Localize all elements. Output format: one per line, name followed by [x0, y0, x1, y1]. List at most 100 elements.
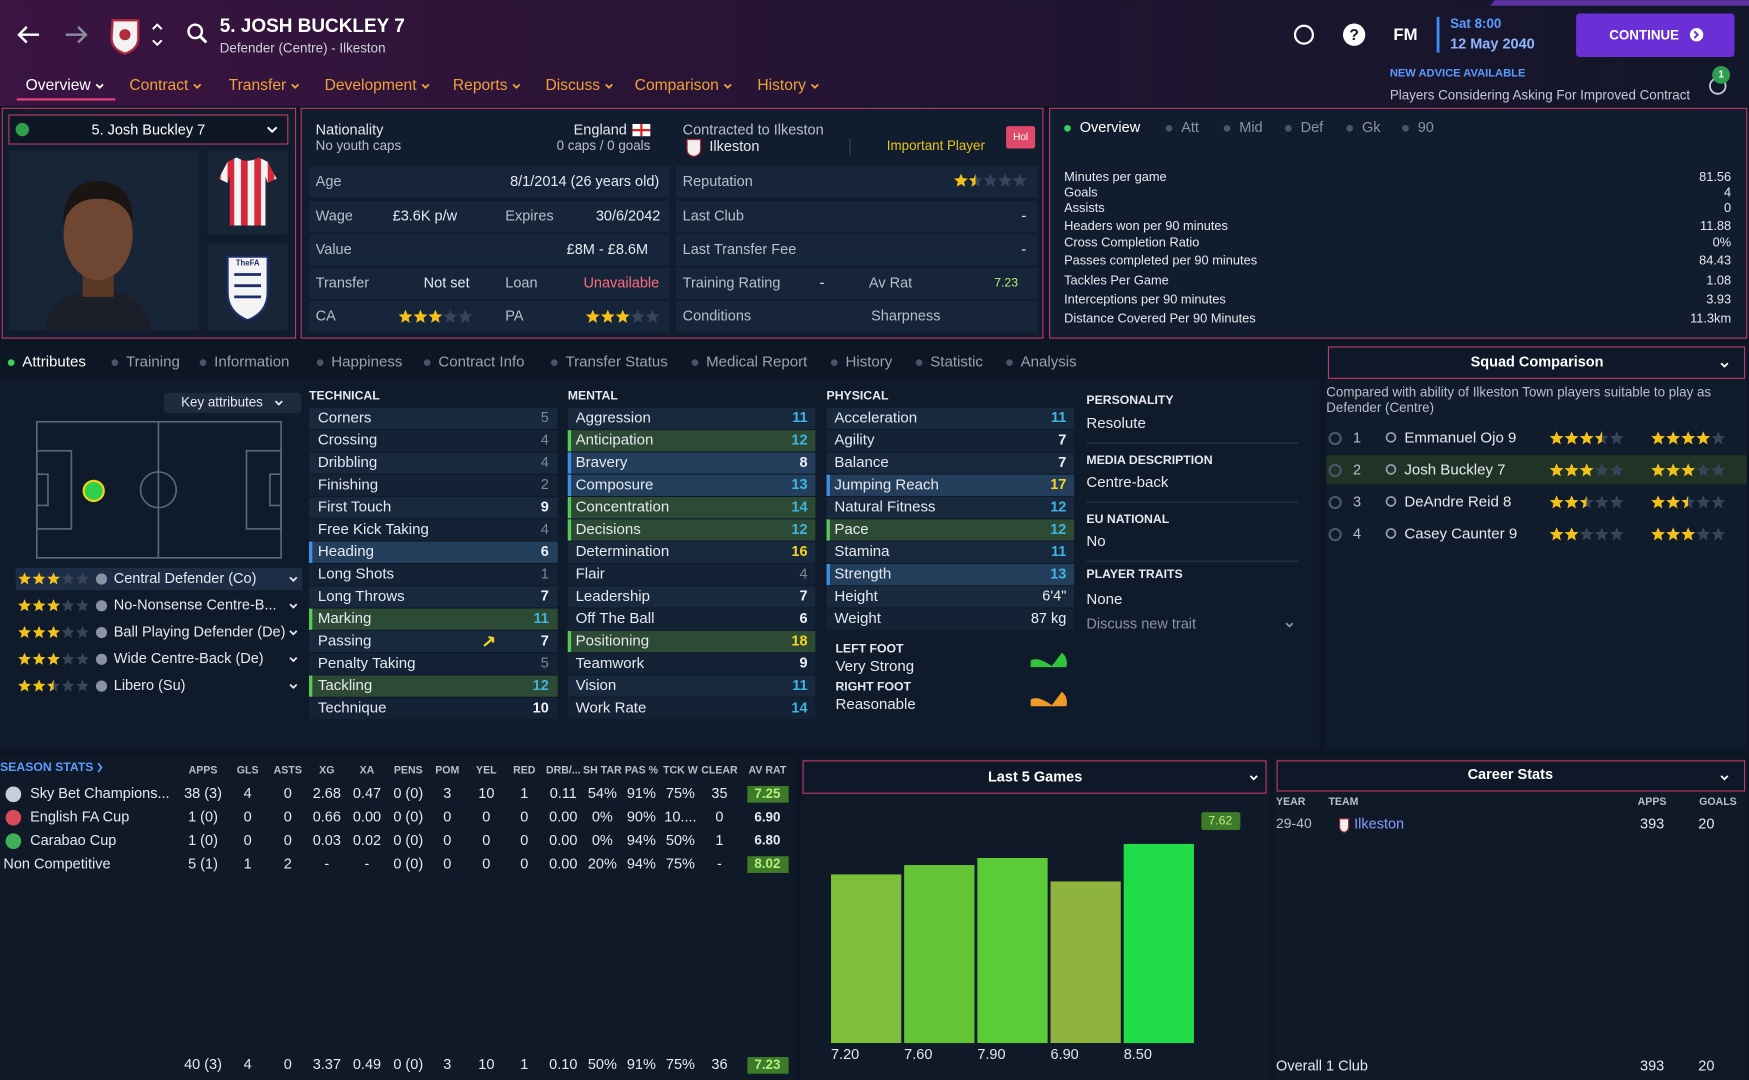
attribute-name: Anticipation	[576, 432, 654, 449]
chart-title[interactable]: Last 5 Games	[988, 769, 1082, 785]
squad-header[interactable]	[1327, 346, 1746, 379]
star	[1651, 527, 1666, 541]
tab-dot	[316, 359, 324, 366]
stat-cell: 0	[520, 810, 528, 826]
attribute-tab[interactable]: Analysis	[1021, 354, 1077, 371]
competition[interactable]: English FA Cup	[30, 810, 129, 826]
squad-player[interactable]: Emmanuel Ojo 9	[1404, 429, 1516, 446]
attribute-tab[interactable]: Training	[126, 354, 180, 371]
help-button[interactable]	[1342, 23, 1366, 46]
back-button[interactable]	[17, 26, 40, 44]
attribute-value: 6	[799, 611, 807, 627]
attribute-value: 4	[541, 433, 549, 449]
nav-tab[interactable]: Comparison	[635, 77, 719, 94]
stat-label: Distance Covered Per 90 Minutes	[1064, 311, 1256, 326]
stat-value: 3.93	[1706, 292, 1731, 307]
competition[interactable]: Carabao Cup	[30, 833, 116, 849]
label[interactable]: Discuss new trait	[1086, 617, 1196, 633]
star	[61, 652, 75, 665]
detail-value: England	[574, 122, 627, 138]
squad-player[interactable]: Josh Buckley 7	[1404, 461, 1505, 478]
career-title[interactable]: Career Stats	[1468, 767, 1553, 783]
bar	[1050, 881, 1121, 1044]
stats-tab[interactable]: Gk	[1362, 120, 1381, 136]
key-attributes-text[interactable]: Key attributes	[181, 394, 263, 409]
search-icon[interactable]	[187, 23, 204, 40]
attribute-tab[interactable]: History	[845, 354, 892, 371]
attribute-tab[interactable]: Happiness	[331, 354, 402, 371]
help-text[interactable]: ?	[1349, 27, 1359, 44]
key-attributes-button[interactable]	[163, 392, 302, 413]
detail-label: PA	[505, 309, 524, 325]
detail-label: Expires	[505, 208, 553, 224]
forward-button[interactable]	[65, 26, 88, 44]
nav-tab[interactable]: History	[757, 77, 806, 94]
attribute-tab[interactable]: Information	[214, 354, 289, 371]
stat-cell: 0	[244, 810, 252, 826]
squad-title[interactable]: Squad Comparison	[1471, 354, 1604, 370]
competition[interactable]: Sky Bet Champions...	[30, 786, 169, 802]
attribute-tab[interactable]: Medical Report	[706, 354, 808, 371]
team-link[interactable]: Ilkeston	[1354, 816, 1404, 832]
stat-cell: 0	[284, 786, 292, 802]
role-name[interactable]: No-Nonsense Centre-B...	[114, 598, 277, 614]
advice-text[interactable]: Players Considering Asking For Improved …	[1390, 88, 1691, 103]
highlight-bar	[567, 519, 572, 541]
attribute-tab[interactable]: Transfer Status	[566, 354, 668, 371]
advice-badge	[1712, 65, 1731, 84]
player-selector[interactable]	[8, 114, 289, 145]
attribute-name: Marking	[318, 610, 372, 627]
squad-player[interactable]: DeAndre Reid 8	[1404, 493, 1511, 510]
attribute-value: 12	[533, 678, 549, 694]
stats-tab[interactable]: 90	[1418, 120, 1434, 136]
stat-cell: 0	[244, 833, 252, 849]
player-switch[interactable]	[152, 23, 163, 47]
label: -	[820, 275, 825, 291]
star	[1666, 431, 1681, 445]
stats-tab[interactable]: Mid	[1239, 120, 1262, 136]
globe-icon[interactable]	[1293, 24, 1314, 45]
detail-value: £3.6K p/w	[393, 208, 458, 224]
nav-tab[interactable]: Development	[325, 77, 418, 94]
label: No youth caps	[316, 138, 402, 153]
stat-cell: 0.10	[549, 1057, 577, 1073]
nav-tab[interactable]: Reports	[453, 77, 508, 94]
attribute-tab[interactable]: Statistic	[930, 354, 983, 371]
attribute-tab[interactable]: Attributes	[22, 354, 86, 371]
attribute-name: Heading	[318, 543, 374, 560]
stat-cell: 0 (0)	[393, 1057, 423, 1073]
game-date: 12 May 2040	[1450, 37, 1535, 53]
stats-tab[interactable]: Def	[1301, 120, 1325, 136]
last-games-header[interactable]	[802, 760, 1267, 794]
fm-logo[interactable]: FM	[1393, 25, 1417, 44]
nav-tab[interactable]: Contract	[129, 77, 189, 94]
continue-button[interactable]	[1576, 13, 1735, 58]
role-name[interactable]: Libero (Su)	[114, 678, 186, 694]
attribute-name: Jumping Reach	[834, 476, 939, 493]
rank: 1	[1353, 430, 1361, 446]
attribute-value: 13	[1050, 566, 1066, 582]
nav-tab[interactable]: Discuss	[545, 77, 600, 94]
bar	[830, 874, 902, 1044]
competition[interactable]: Non Competitive	[3, 856, 110, 872]
selector-text[interactable]: 5. Josh Buckley 7	[92, 122, 206, 138]
role-name[interactable]: Ball Playing Defender (De)	[114, 624, 286, 640]
tab-dot	[1284, 125, 1292, 132]
attribute-tab[interactable]: Contract Info	[438, 354, 524, 371]
info-icon	[95, 627, 108, 639]
role-name[interactable]: Central Defender (Co)	[114, 571, 257, 587]
continue-label[interactable]: CONTINUE	[1609, 27, 1679, 42]
advice-title[interactable]: NEW ADVICE AVAILABLE	[1390, 68, 1526, 80]
star	[32, 652, 46, 665]
star	[61, 679, 75, 692]
squad-player[interactable]: Casey Caunter 9	[1404, 526, 1517, 543]
stats-tab[interactable]: Att	[1181, 120, 1199, 136]
tab-dot	[1165, 125, 1173, 132]
career-header[interactable]	[1276, 760, 1746, 792]
stats-tab[interactable]: Overview	[1080, 120, 1141, 136]
nav-tab[interactable]: Overview	[26, 77, 92, 94]
nav-tab[interactable]: Transfer	[229, 77, 287, 94]
attribute-row	[826, 430, 1075, 452]
role-name[interactable]: Wide Centre-Back (De)	[114, 651, 264, 667]
season-title[interactable]: SEASON STATS	[0, 760, 93, 774]
